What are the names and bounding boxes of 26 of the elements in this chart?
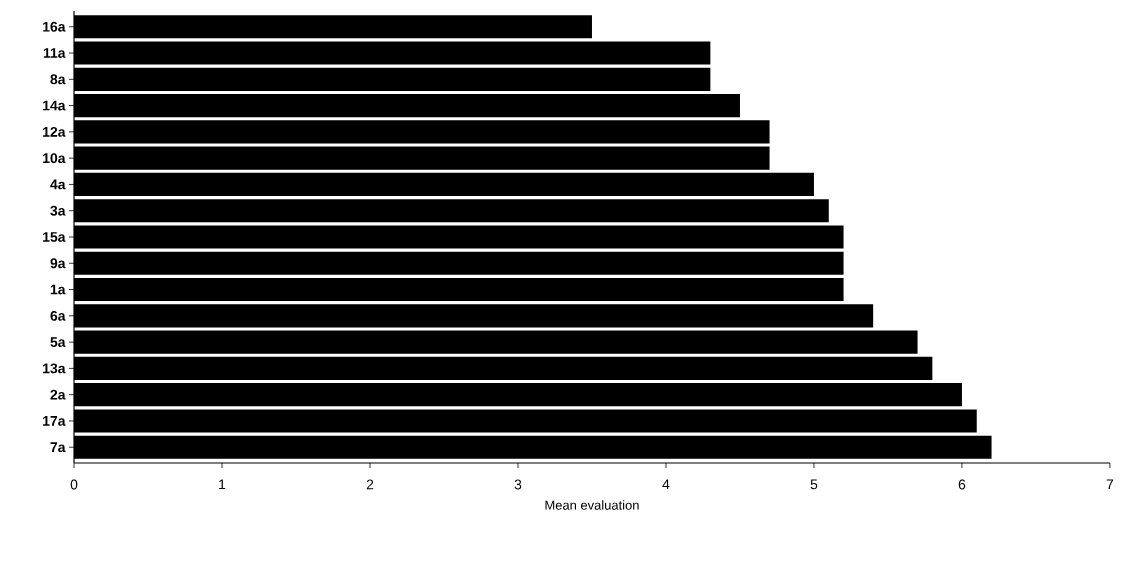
y-tick-label: 14a: [43, 100, 66, 111]
y-tick-label: 15a: [43, 232, 66, 242]
x-tick-label: 6: [958, 479, 966, 490]
x-tick-label: 7: [1106, 479, 1114, 490]
y-tick-label: 5a: [50, 337, 66, 347]
y-tick-label: 9a: [50, 258, 66, 269]
y-tick-label: 16a: [43, 21, 66, 32]
x-tick-label: 4: [662, 479, 670, 490]
y-tick-label: 13a: [43, 363, 66, 374]
x-tick-label: 2: [366, 479, 374, 490]
y-tick-label: 2a: [50, 389, 66, 400]
y-tick-label: 8a: [50, 74, 66, 85]
y-tick-label: 12a: [43, 126, 66, 137]
y-tick-label: 11a: [43, 48, 66, 58]
x-tick-label: 0: [70, 479, 78, 490]
y-tick-label: 3a: [50, 205, 66, 216]
x-tick-label: 1: [219, 479, 226, 490]
y-tick-label: 17a: [43, 416, 66, 426]
y-tick-label: 10a: [43, 153, 66, 164]
x-tick-label: 5: [810, 479, 818, 490]
y-tick-label: 7a: [50, 442, 66, 453]
y-tick-label: 1a: [50, 284, 66, 295]
x-tick-label: 3: [514, 479, 522, 490]
x-axis-title: Mean evaluation: [545, 500, 639, 510]
y-tick-label: 4a: [50, 179, 66, 190]
y-tick-label: 6a: [50, 310, 66, 321]
